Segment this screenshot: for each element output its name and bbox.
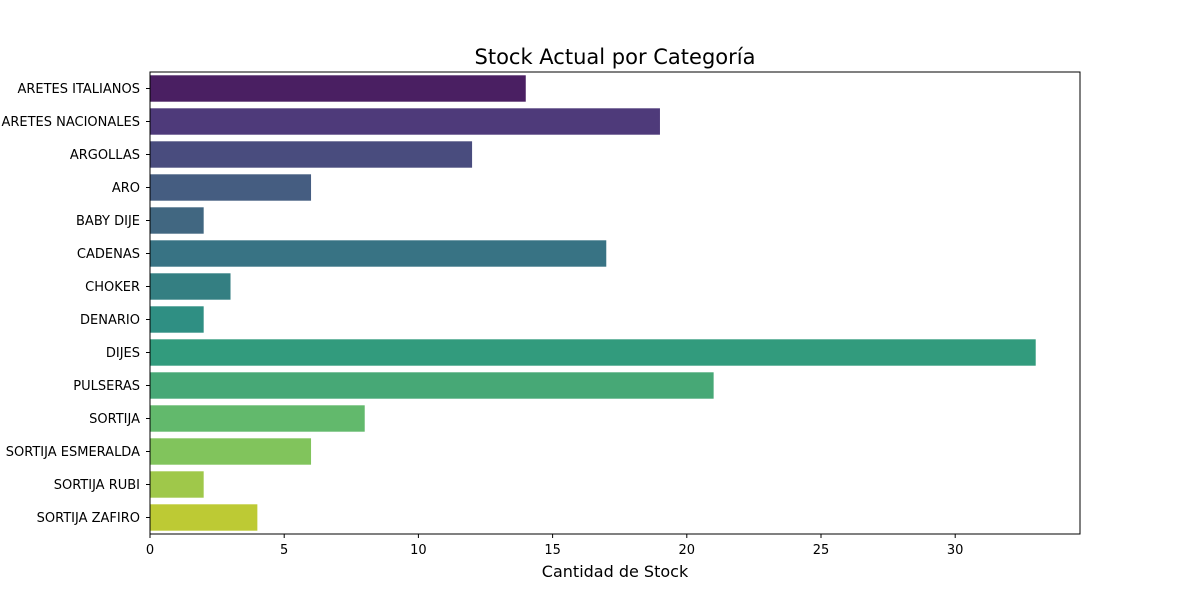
x-tick-label: 20 <box>679 543 696 558</box>
y-tick-label: PULSERAS <box>73 379 140 394</box>
bar <box>150 273 231 300</box>
y-tick-label: CADENAS <box>77 247 140 262</box>
y-tick-label: ARGOLLAS <box>70 148 140 163</box>
bar <box>150 75 526 102</box>
x-tick-label: 15 <box>544 543 561 558</box>
bar <box>150 471 204 498</box>
y-tick-label: SORTIJA <box>89 412 140 427</box>
bar <box>150 174 312 201</box>
x-tick-label: 25 <box>813 543 830 558</box>
x-tick-label: 30 <box>947 543 964 558</box>
chart-title: Stock Actual por Categoría <box>475 45 756 69</box>
y-tick-label: DENARIO <box>80 313 140 328</box>
bar <box>150 141 473 168</box>
plot-frame <box>149 71 1081 535</box>
bar <box>150 207 204 234</box>
y-tick-label: DIJES <box>106 346 140 361</box>
bar <box>150 108 660 135</box>
bar <box>150 306 204 333</box>
y-axis: ARETES ITALIANOS ARETES NACIONALES ARGOLLA… <box>1 82 150 526</box>
y-tick-label: BABY DIJE <box>76 214 140 229</box>
bar <box>150 405 365 432</box>
bar <box>150 438 312 465</box>
x-axis: 0 5 10 15 20 25 30 <box>146 534 964 558</box>
x-tick-label: 5 <box>280 543 288 558</box>
y-tick-label: SORTIJA ESMERALDA <box>6 445 140 460</box>
bar <box>150 240 607 267</box>
bar <box>150 504 258 531</box>
y-tick-label: ARO <box>112 181 140 196</box>
y-tick-label: SORTIJA RUBI <box>54 478 140 493</box>
x-tick-label: 0 <box>146 543 154 558</box>
bar <box>150 372 714 399</box>
y-tick-label: ARETES NACIONALES <box>1 115 140 130</box>
bars-layer <box>150 75 1036 531</box>
x-axis-title: Cantidad de Stock <box>542 562 689 581</box>
bar <box>150 339 1036 366</box>
x-tick-label: 10 <box>410 543 427 558</box>
y-tick-label: SORTIJA ZAFIRO <box>37 511 140 526</box>
y-tick-label: ARETES ITALIANOS <box>17 82 140 97</box>
y-tick-label: CHOKER <box>85 280 140 295</box>
